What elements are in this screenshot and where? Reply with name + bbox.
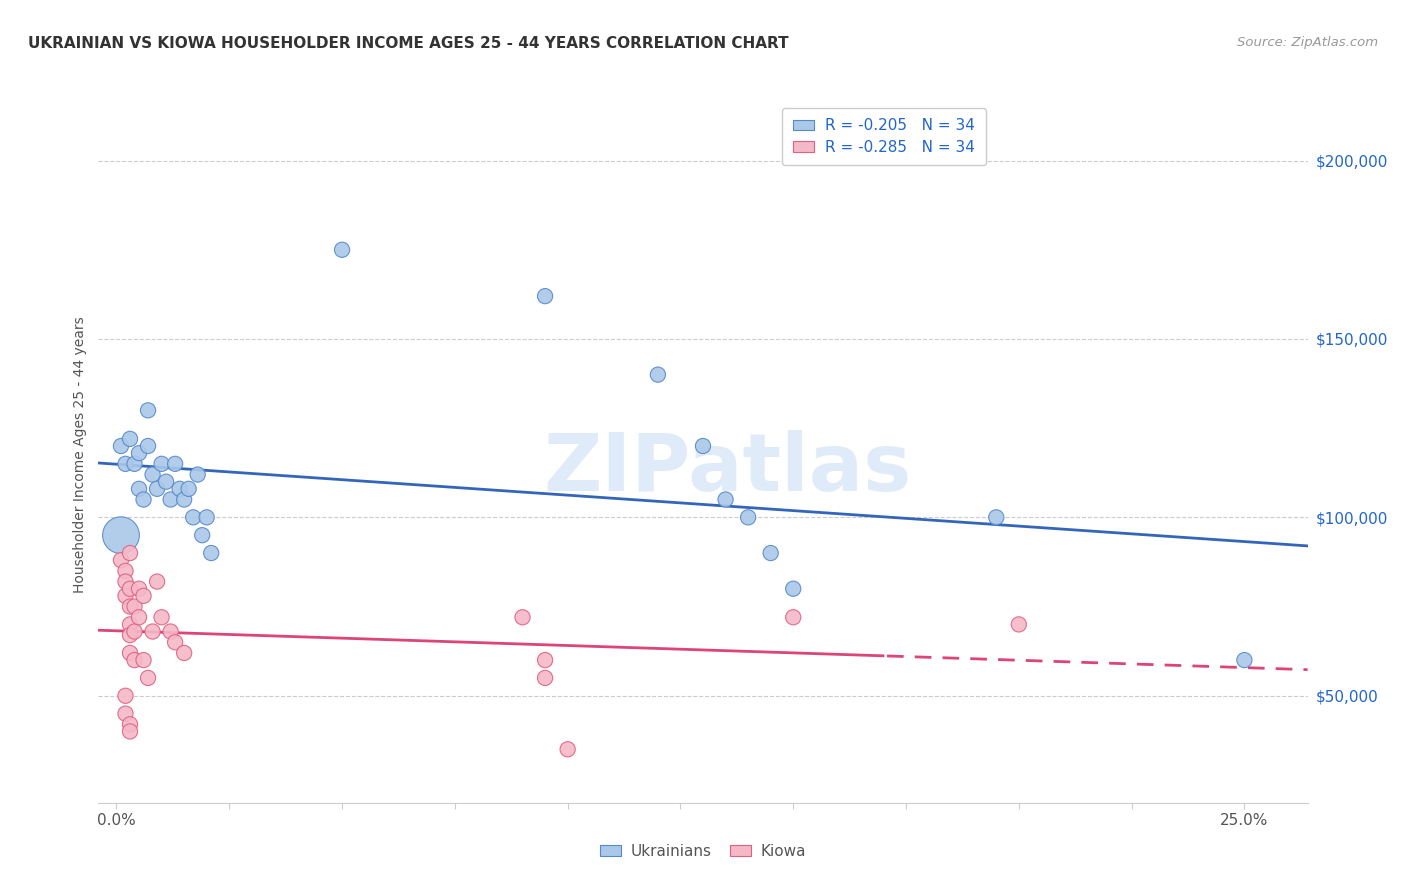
Point (146, 574, 169, 589)
Point (150, 610, 173, 624)
Point (136, 439, 159, 453)
Point (110, 439, 132, 453)
Point (118, 432, 141, 446)
Point (1233, 653, 1256, 667)
Point (759, 546, 782, 560)
Point (200, 546, 222, 560)
Point (124, 653, 146, 667)
Point (986, 510, 1008, 524)
Point (118, 617, 141, 632)
Point (142, 467, 165, 482)
Y-axis label: Householder Income Ages 25 - 44 years: Householder Income Ages 25 - 44 years (73, 317, 87, 593)
Point (146, 482, 169, 496)
Point (118, 628, 141, 642)
Point (177, 482, 200, 496)
Point (512, 610, 534, 624)
Point (187, 467, 209, 482)
Point (118, 582, 141, 596)
Point (191, 528, 214, 542)
Point (114, 706, 136, 721)
Point (136, 403, 159, 417)
Point (150, 457, 173, 471)
Point (114, 574, 136, 589)
Point (1008, 617, 1031, 632)
Point (692, 439, 714, 453)
Text: UKRAINIAN VS KIOWA HOUSEHOLDER INCOME AGES 25 - 44 YEARS CORRELATION CHART: UKRAINIAN VS KIOWA HOUSEHOLDER INCOME AG… (28, 36, 789, 51)
Point (118, 724, 141, 739)
Point (782, 610, 804, 624)
Point (737, 510, 759, 524)
Point (557, 742, 579, 756)
Point (118, 717, 141, 731)
Point (173, 492, 195, 507)
Point (118, 546, 141, 560)
Text: Source: ZipAtlas.com: Source: ZipAtlas.com (1237, 36, 1378, 49)
Point (782, 582, 804, 596)
Point (128, 482, 150, 496)
Point (714, 492, 737, 507)
Point (155, 475, 177, 489)
Point (136, 671, 159, 685)
Point (534, 671, 557, 685)
Point (132, 589, 155, 603)
Point (132, 653, 155, 667)
Point (128, 446, 150, 460)
Point (534, 653, 557, 667)
Point (181, 510, 204, 524)
Point (110, 553, 132, 567)
Point (159, 492, 181, 507)
Point (110, 528, 132, 542)
Point (173, 646, 195, 660)
Point (647, 368, 669, 382)
Point (534, 289, 557, 303)
Point (114, 457, 136, 471)
Point (330, 243, 353, 257)
Point (124, 599, 146, 614)
Point (165, 635, 187, 649)
Point (114, 589, 136, 603)
Legend: Ukrainians, Kiowa: Ukrainians, Kiowa (593, 838, 813, 864)
Point (128, 610, 150, 624)
Point (169, 482, 191, 496)
Point (114, 564, 136, 578)
Point (159, 624, 181, 639)
Point (128, 582, 150, 596)
Point (118, 646, 141, 660)
Point (142, 624, 165, 639)
Text: ZIPatlas: ZIPatlas (543, 430, 911, 508)
Point (114, 689, 136, 703)
Point (124, 624, 146, 639)
Point (118, 599, 141, 614)
Point (132, 492, 155, 507)
Point (195, 510, 218, 524)
Point (124, 457, 146, 471)
Point (165, 457, 187, 471)
